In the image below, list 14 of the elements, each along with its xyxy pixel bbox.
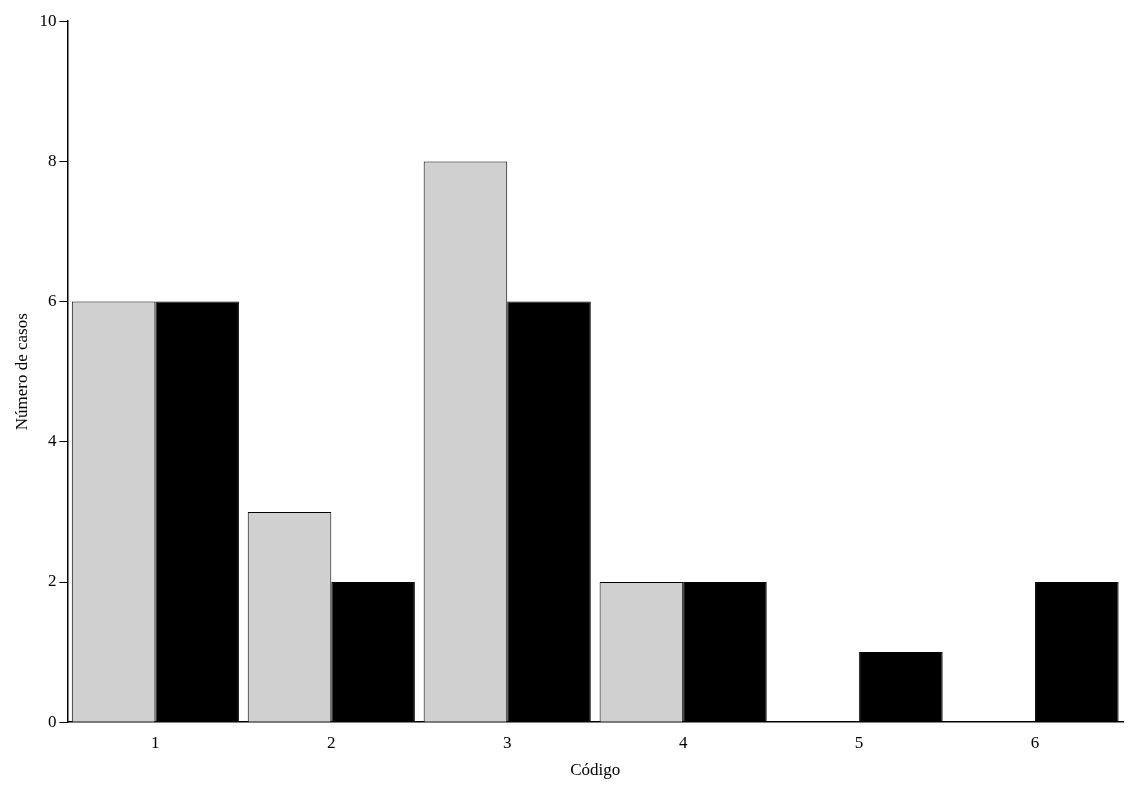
x-tick-label: 6 — [1030, 732, 1040, 752]
y-tick-label: 4 — [47, 431, 57, 451]
x-axis-title: Código — [570, 760, 621, 780]
y-tick-label: 0 — [47, 711, 57, 731]
y-tick-label: 10 — [39, 10, 57, 30]
y-tick-label: 2 — [47, 571, 57, 591]
x-tick-label: 4 — [678, 732, 688, 752]
x-tick-label: 2 — [327, 732, 336, 752]
x-tick-label: 1 — [151, 732, 160, 752]
x-tick-label: 5 — [854, 732, 864, 752]
y-tick-label: 6 — [47, 291, 57, 311]
x-tick-label: 3 — [502, 732, 512, 752]
y-axis-title: Número de casos — [11, 313, 31, 431]
y-tick-label: 8 — [47, 150, 57, 170]
